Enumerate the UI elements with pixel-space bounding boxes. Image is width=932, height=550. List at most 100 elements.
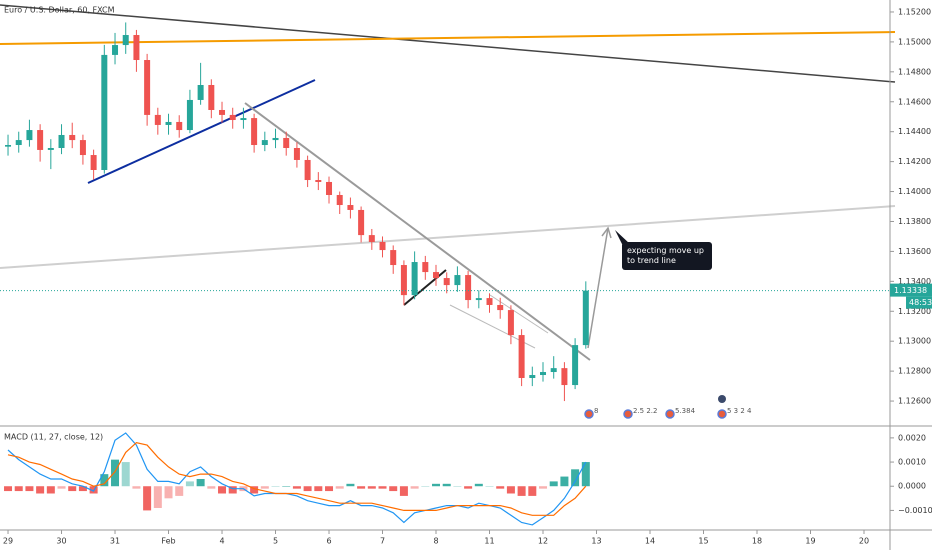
countdown-label: 48:53 [909,298,932,307]
trend-line [87,79,316,184]
histogram-bar [314,486,323,492]
candle-body [368,235,375,242]
histogram-bar [153,486,162,508]
candle-body [240,118,247,121]
histogram-bar [399,486,408,496]
histogram-bar [68,486,77,492]
y-tick-label: 1.14000 [898,187,931,196]
y-tick-label: 1.14200 [898,157,931,166]
histogram-bar [357,486,366,489]
candle-body [122,35,129,46]
candle-body [561,368,568,386]
histogram-bar [549,481,558,487]
projection-arrow [587,227,609,349]
candle-body [15,140,22,146]
candle-body [5,145,12,147]
histogram-bar [485,486,494,487]
y-tick-label: 1.12600 [898,397,931,406]
histogram-bar [260,486,269,489]
candle-body [358,209,365,236]
candle-body [475,298,482,301]
x-tick-label: 11 [484,537,494,546]
drawings [0,4,896,361]
channel-line [489,294,549,334]
histogram-bar [218,486,227,494]
histogram-bar [185,481,194,487]
trend-line [244,102,591,361]
candle-body [144,60,151,115]
chart-title: Euro / U.S. Dollar, 60, FXCM [4,6,115,15]
histogram-bar [132,486,141,489]
candle-body [229,114,236,121]
candle-body [208,85,215,110]
candle-body [112,45,119,55]
candle-body [272,137,279,141]
candle-body [261,140,268,146]
candle-body [486,298,493,305]
x-tick-label: 29 [3,537,13,546]
y2-tick-label: 0.0020 [898,433,926,442]
histogram-bar [442,483,451,487]
candle-body [47,148,54,150]
histogram-bar [432,483,441,487]
x-tick-label: 4 [219,537,224,546]
histogram-bar [282,486,291,487]
x-tick-label: 14 [645,537,655,546]
candle-body [26,130,33,141]
candle-body [304,159,311,181]
x-tick-label: 12 [538,537,548,546]
event-icon [584,409,594,419]
histogram-bar [36,486,45,494]
y-tick-label: 1.13800 [898,217,931,226]
annotation: expecting move up to trend line [622,242,712,270]
histogram-bar [421,486,430,487]
histogram-bar [303,486,312,492]
y-tick-label: 1.13000 [898,337,931,346]
candle-body [219,109,226,115]
x-tick-label: 8 [433,537,438,546]
x-tick-label: 30 [56,537,66,546]
candle-body [154,114,161,125]
y-tick-label: 1.13600 [898,247,931,256]
event-icon [718,395,726,403]
x-tick-label: 6 [326,537,331,546]
histogram-bar [111,459,120,487]
event-icon [717,409,727,419]
last-price-tag [890,283,932,297]
y-tick-label: 1.15000 [898,37,931,46]
candle-body [433,272,440,279]
histogram-bar [4,486,13,492]
candle-body [69,134,76,141]
histogram-bar [143,486,152,511]
candle-body [197,85,204,100]
histogram-bar [474,483,483,487]
histogram-bar [335,486,344,489]
histogram-bar [528,486,537,496]
histogram-bar [496,486,505,489]
callout-pointer [615,230,630,244]
event-label: 2.5 2.2 [633,407,658,415]
candle-body [400,265,407,296]
x-tick-label: Feb [161,537,175,546]
histogram-bar [57,486,66,489]
event-label: 8 [594,407,598,415]
histogram-bar [121,462,130,487]
y-tick-label: 1.13200 [898,307,931,316]
y-tick-label: 1.14600 [898,97,931,106]
histogram-bar [175,486,184,496]
histogram-bar [78,486,87,492]
y2-tick-label: 0.0010 [898,458,926,467]
histogram-bar [346,483,355,487]
histogram-bar [539,486,548,489]
trend-line [0,31,896,45]
arrow-head [601,226,612,239]
candle-body [443,278,450,286]
candle-body [529,375,536,379]
candle-body [336,194,343,206]
candle-body [540,372,547,376]
candle-body [411,262,418,296]
countdown-tag [906,296,932,309]
histogram-bar [25,486,34,492]
